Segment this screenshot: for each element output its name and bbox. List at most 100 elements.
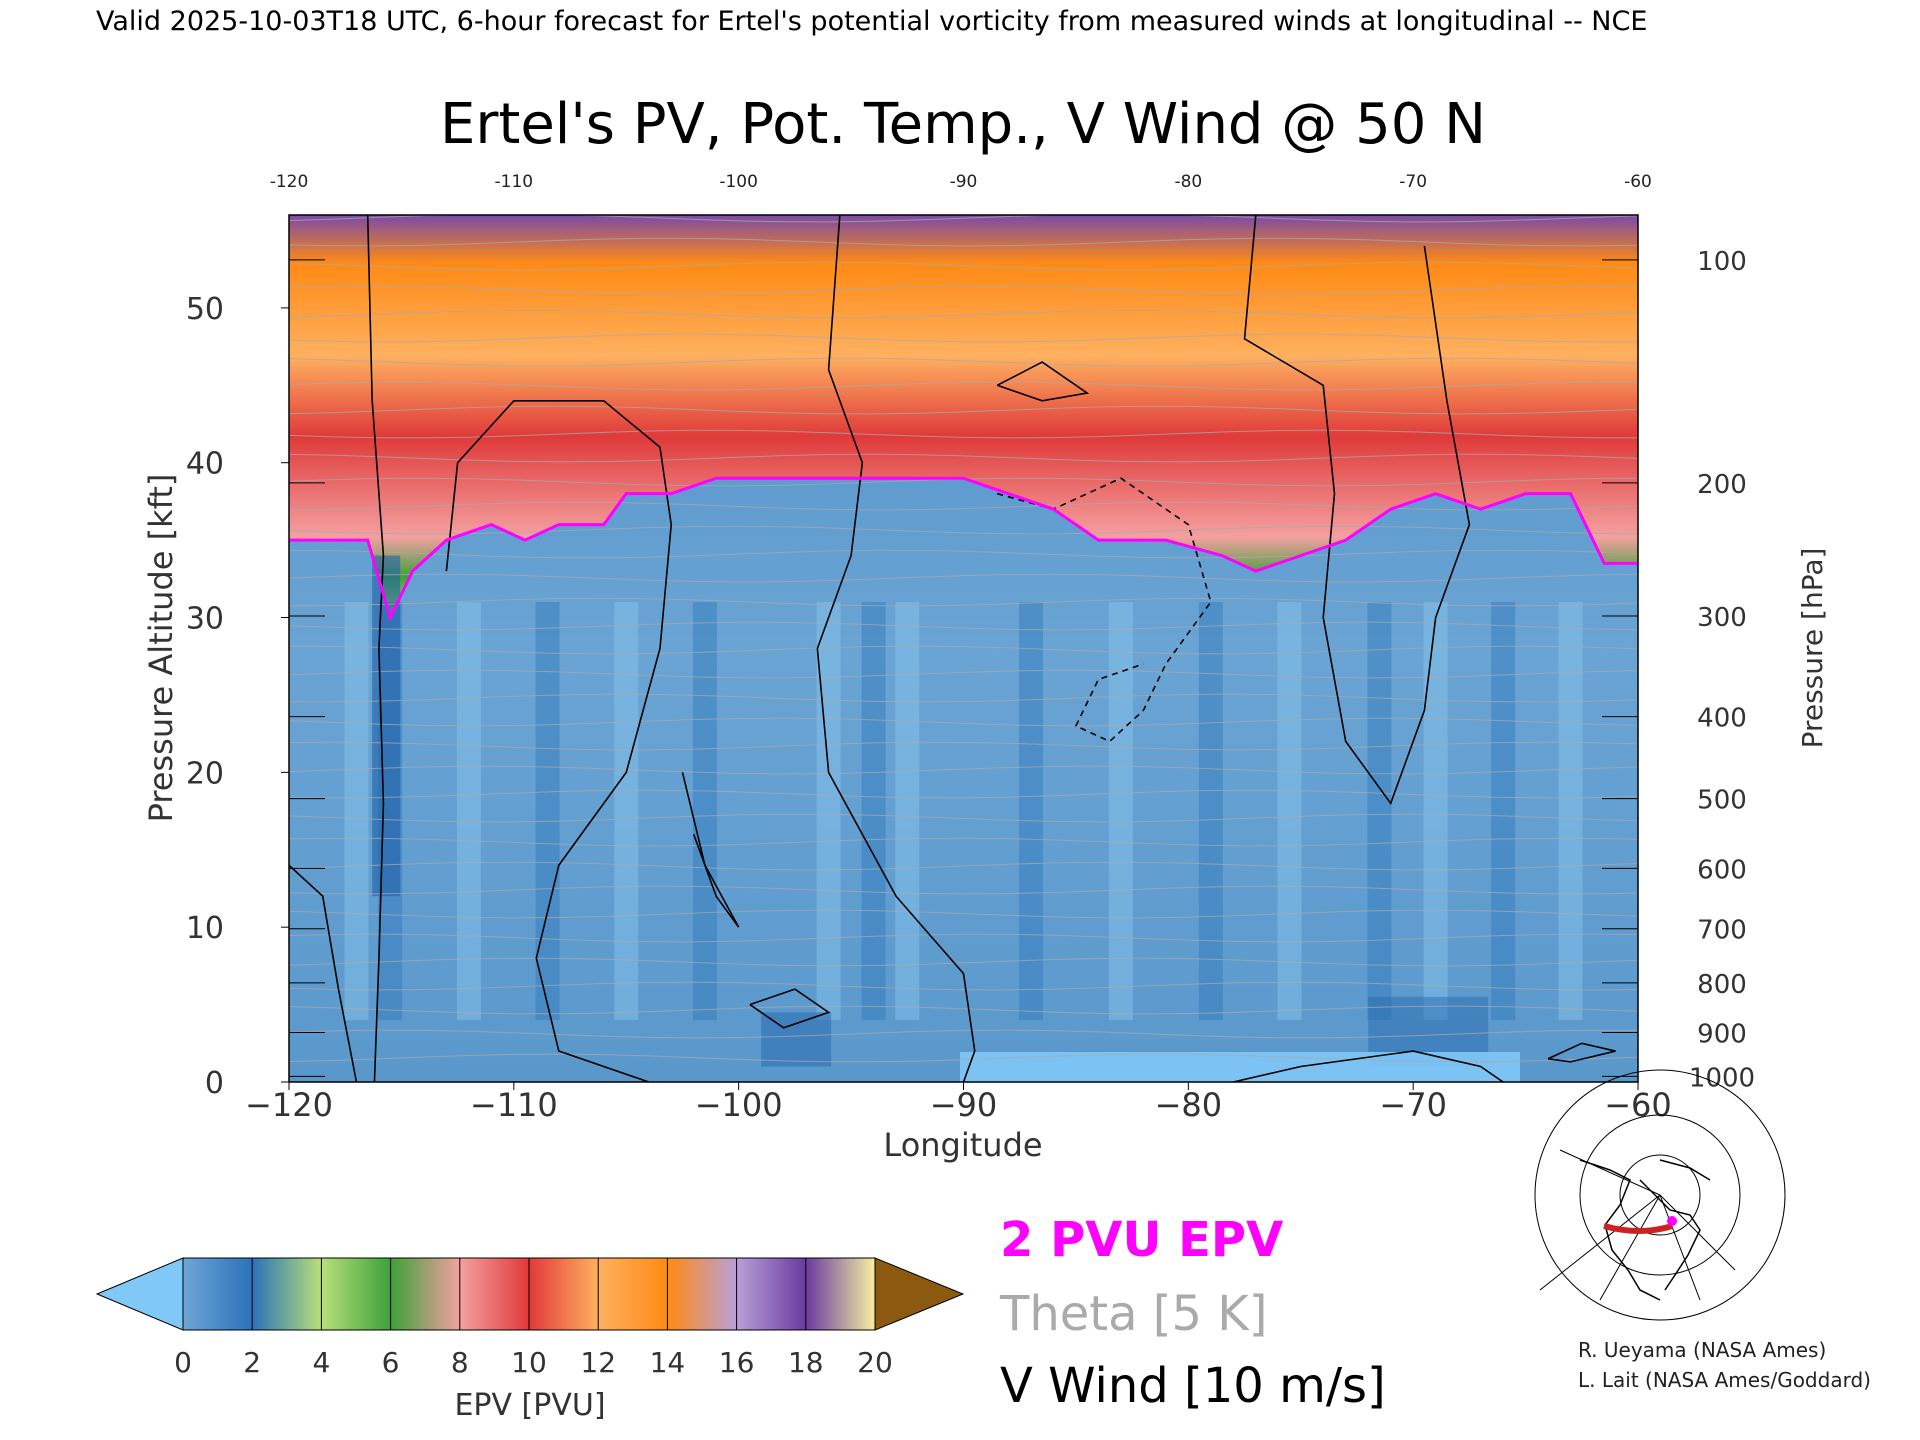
x-tick-label: −70 [1379,1086,1447,1124]
colorbar: 0 2 4 6 8 10 12 14 16 18 20 EPV [PVU] [95,1257,965,1423]
inset-map [1534,1069,1786,1321]
epv-streak [372,555,401,897]
colorbar-tick-label: 8 [451,1346,469,1379]
pressure-tick-label: 1000 [1689,1063,1755,1093]
colorbar-tick-label: 10 [511,1346,547,1379]
x-tick-label: −110 [470,1086,558,1124]
colorbar-under-triangle [95,1257,184,1331]
y-axis-pressure: 100 200 300 400 500 600 700 800 900 1000 [1689,247,1755,1094]
x-axis: −120 −110 −100 −90 −80 −70 −60 [245,1082,1672,1124]
top-tick-label: -60 [1624,172,1652,192]
pressure-tick-label: 900 [1697,1019,1747,1049]
theta-contour [289,549,1638,559]
v-wind-contour [289,864,358,1082]
x-tick-label: −90 [930,1086,998,1124]
theta-contour [289,741,1638,751]
top-tick-label: -90 [950,172,978,192]
colorbar-tick-label: 6 [382,1346,400,1379]
colorbar-tick-label: 12 [580,1346,616,1379]
theta-contour [289,1005,1638,1015]
epv-streak [1108,602,1133,1021]
top-tick-label: -80 [1174,172,1202,192]
theta-contour [289,237,1638,247]
theta-contour [289,405,1638,415]
theta-contour [289,453,1638,463]
legend: 2 PVU EPV Theta [5 K] V Wind [10 m/s] [999,1212,1386,1414]
v-wind-contour [1233,1050,1504,1082]
legend-tropopause: 2 PVU EPV [1000,1212,1283,1268]
credit-line-2: L. Lait (NASA Ames/Goddard) [1578,1368,1871,1392]
credit-line-1: R. Ueyama (NASA Ames) [1578,1338,1826,1362]
legend-wind-label: V Wind [1000,1358,1169,1414]
y-axis-label-right: Pressure [hPa] [1796,548,1829,749]
inset-map-graticule [1534,1069,1786,1321]
theta-contour [289,621,1638,631]
epv-streak [1423,602,1448,1021]
epv-streak [1491,602,1516,1021]
x-tick-label: −100 [695,1086,783,1124]
y-tick-label: 10 [186,911,224,946]
theta-contour [289,215,1638,223]
colorbar-tick-label: 14 [650,1346,686,1379]
epv-streak [535,602,560,1021]
legend-wind-units: [10 m/s] [1184,1358,1386,1414]
epv-streak [1198,602,1223,1021]
x-axis-label: Longitude [883,1126,1042,1164]
y-tick-label: 40 [186,447,224,482]
theta-contour [289,789,1638,799]
epv-streak [692,602,717,1021]
legend-theta: Theta [5 K] [999,1286,1268,1342]
v-wind-contour [445,399,673,1082]
legend-wind: V Wind [10 m/s] [1000,1358,1386,1414]
dynamic-tropopause-line [289,476,1638,622]
pressure-tick-label: 400 [1697,704,1747,734]
top-longitude-axis: -120 -110 -100 -90 -80 -70 -60 [270,172,1652,192]
v-wind-contour [749,988,831,1029]
v-wind-contour [366,215,385,1082]
pressure-tick-label: 100 [1697,247,1747,277]
epv-streak [761,1012,832,1067]
y-tick-label: 30 [186,602,224,637]
pressure-tick-label: 800 [1697,970,1747,1000]
inset-map-frame [1538,1150,1734,1300]
theta-contour [289,957,1638,967]
v-wind-contour [816,215,976,1082]
y-tick-label: 20 [186,756,224,791]
v-wind-contour [1547,1042,1616,1063]
pressure-tick-label: 300 [1697,603,1747,633]
theta-contour [289,357,1638,367]
colorbar-tick-label: 4 [312,1346,330,1379]
theta-contour [289,933,1638,943]
y-axis-kft: 0 10 20 30 40 50 [186,292,289,1101]
surface-band [960,1052,1520,1082]
theta-contour [289,717,1638,727]
theta-contour [289,597,1638,607]
theta-contour [289,813,1638,823]
colorbar-ticks: 0 2 4 6 8 10 12 14 16 18 20 [174,1258,893,1379]
epv-streak [1558,602,1583,1021]
theta-contour [289,1053,1638,1063]
theta-contour [289,981,1638,991]
plot-area [288,214,1639,1083]
valid-line: Valid 2025-10-03T18 UTC, 6-hour forecast… [96,6,1647,37]
pressure-tick-label: 200 [1697,470,1747,500]
theta-contour [289,573,1638,583]
top-tick-label: -110 [495,172,534,192]
y-tick-label: 50 [186,292,224,327]
colorbar-tick-label: 0 [174,1346,192,1379]
theta-contour [289,861,1638,871]
top-tick-label: -70 [1399,172,1427,192]
theta-contour [289,909,1638,919]
top-tick-label: -120 [270,172,309,192]
theta-contour [289,309,1638,319]
legend-theta-units: [5 K] [1153,1286,1268,1342]
theta-contour [289,1029,1638,1039]
pressure-tick-label: 700 [1697,916,1747,946]
colorbar-tick-label: 2 [243,1346,261,1379]
colorbar-tick-label: 16 [719,1346,755,1379]
theta-contour [289,693,1638,703]
stratosphere-fill [289,215,1638,618]
pressure-tick-label: 600 [1697,855,1747,885]
theta-contour [289,429,1638,439]
x-tick-label: −120 [245,1086,333,1124]
